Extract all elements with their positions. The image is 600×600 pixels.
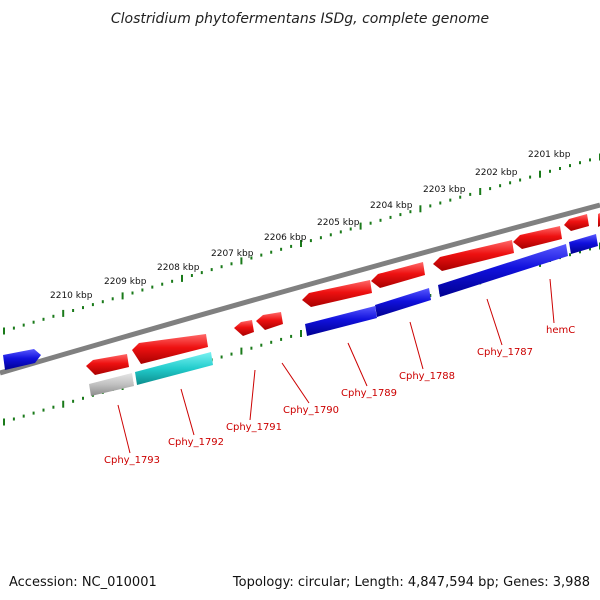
accession-text: Accession: NC_010001 [9, 575, 157, 590]
gene-arrow[interactable] [234, 320, 254, 336]
leader-line [249, 369, 256, 421]
outer-tick-track [3, 153, 600, 335]
leader-line [409, 321, 424, 370]
gene-label-cphy-1790[interactable]: Cphy_1790 [283, 405, 339, 416]
kbp-label-2206: 2206 kbp [264, 233, 307, 243]
kbp-label-2204: 2204 kbp [370, 201, 413, 211]
kbp-label-2210: 2210 kbp [50, 291, 93, 301]
kbp-label-2205: 2205 kbp [317, 218, 360, 228]
forward-strand-genes [86, 213, 600, 375]
cds-block[interactable] [305, 306, 377, 336]
gene-label-hemC[interactable]: hemC [546, 325, 575, 336]
cds-block[interactable] [135, 352, 213, 385]
cds-block[interactable] [569, 234, 598, 254]
genome-backbone [0, 202, 600, 376]
leader-line [180, 388, 195, 436]
gene-arrow[interactable] [513, 226, 562, 249]
gene-arrow[interactable] [433, 240, 514, 271]
gene-arrow[interactable] [302, 280, 372, 307]
kbp-label-2202: 2202 kbp [475, 168, 518, 178]
gene-arrow[interactable] [564, 214, 589, 231]
gene-label-cphy-1789[interactable]: Cphy_1789 [341, 388, 397, 399]
leader-line [347, 342, 368, 387]
gene-label-cphy-1792[interactable]: Cphy_1792 [168, 437, 224, 448]
leader-line [117, 404, 131, 454]
map-title: Clostridium phytofermentans ISDg, comple… [111, 11, 489, 27]
gene-arrow[interactable] [256, 312, 283, 330]
gene-label-cphy-1787[interactable]: Cphy_1787 [477, 347, 533, 358]
gene-arrow[interactable] [86, 354, 129, 375]
kbp-label-2201: 2201 kbp [528, 150, 571, 160]
kbp-scale-labels: 2201 kbp 2202 kbp 2203 kbp 2204 kbp 2205… [50, 150, 571, 301]
leader-line [549, 278, 555, 324]
kbp-label-2209: 2209 kbp [104, 277, 147, 287]
gene-label-cphy-1791[interactable]: Cphy_1791 [226, 422, 282, 433]
cds-block[interactable] [375, 288, 431, 317]
kbp-label-2208: 2208 kbp [157, 263, 200, 273]
label-leader-lines [117, 278, 555, 454]
cds-features [89, 234, 598, 396]
leader-line [281, 362, 310, 404]
kbp-label-2207: 2207 kbp [211, 249, 254, 259]
gene-arrow[interactable] [371, 262, 425, 288]
cds-block[interactable] [438, 244, 568, 297]
cds-block[interactable] [89, 373, 134, 396]
topology-text: Topology: circular; Length: 4,847,594 bp… [232, 575, 590, 590]
kbp-label-2203: 2203 kbp [423, 185, 466, 195]
gene-label-cphy-1788[interactable]: Cphy_1788 [399, 371, 455, 382]
gene-arrow[interactable] [3, 349, 41, 370]
leader-line [486, 298, 503, 346]
gene-arrow[interactable] [132, 334, 208, 364]
gene-label-cphy-1793[interactable]: Cphy_1793 [104, 455, 160, 466]
gene-labels: hemC Cphy_1787 Cphy_1788 Cphy_1789 Cphy_… [104, 325, 575, 466]
